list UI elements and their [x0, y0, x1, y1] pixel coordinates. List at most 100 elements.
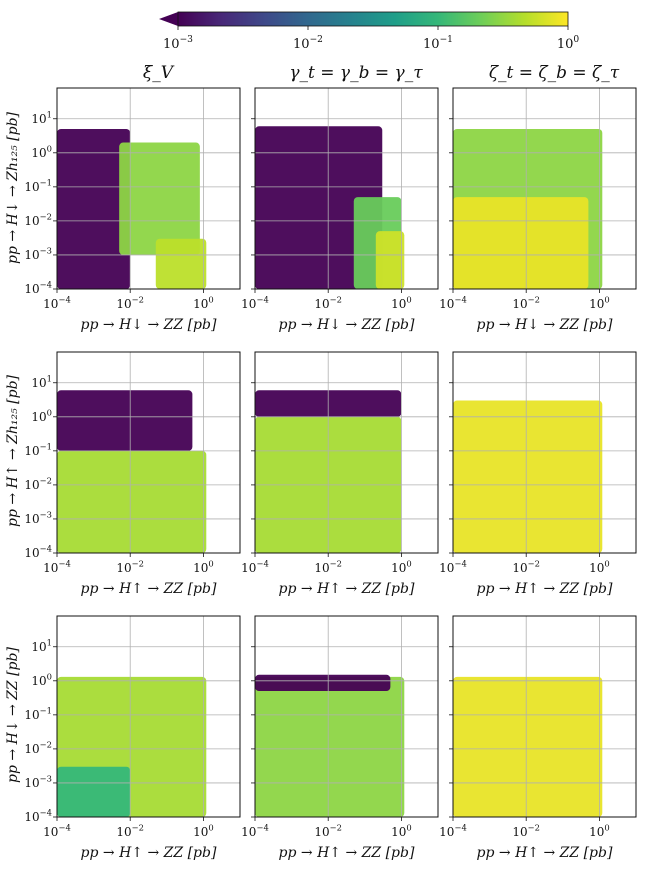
colorbar-gradient — [177, 11, 569, 27]
y-tick-label: 10−3 — [24, 774, 52, 790]
data-region — [453, 676, 603, 817]
y-tick-label: 10−4 — [24, 808, 52, 824]
x-tick-label: 100 — [193, 823, 214, 839]
scatter-panel: 10−4 10−2 100 pp → H↑ → ZZ [pb] — [241, 615, 439, 861]
x-tick-label: 10−2 — [512, 823, 540, 839]
x-tick-label: 10−4 — [241, 295, 269, 311]
y-tick-label: 10−3 — [24, 510, 52, 526]
scatter-panel: 10−4 10−2 100 pp → H↑ → ZZ [pb] — [439, 615, 637, 861]
data-region — [453, 197, 589, 289]
x-tick-label: 10−4 — [43, 559, 71, 575]
row-2-ylabel: pp → H↑ → Zh₁₂₅ [pb] — [5, 374, 21, 527]
panel-frame — [254, 615, 439, 818]
column-titles: ξ_V γ_t = γ_b = γ_τ ζ_t = ζ_b = ζ_τ — [143, 63, 620, 83]
y-tick-label: 10−4 — [24, 280, 52, 296]
y-tick-label: 10−3 — [24, 246, 52, 262]
x-axis-label: pp → H↑ → ZZ [pb] — [81, 845, 217, 861]
x-tick-label: 10−4 — [439, 823, 467, 839]
x-tick-label: 100 — [391, 559, 412, 575]
grid-lines — [56, 88, 240, 290]
panel-grid: 10−4 10−2 100 10−4 10−3 10−2 10−1 100 101 pp → H↓… — [24, 87, 637, 861]
panel-frame — [452, 351, 637, 554]
scatter-panel: 10−4 10−2 100 10−4 10−3 10−2 10−1 100 101 pp → H↓… — [24, 87, 241, 333]
scatter-panel: 10−4 10−2 100 10−4 10−3 10−2 10−1 100 101 pp → H↑… — [24, 615, 241, 861]
data-region — [57, 450, 207, 553]
scatter-panel: 10−4 10−2 100 pp → H↓ → ZZ [pb] — [241, 87, 439, 333]
scatter-panel: 10−4 10−2 100 10−4 10−3 10−2 10−1 100 101 pp → H↑… — [24, 351, 241, 597]
y-tick-label: 10−2 — [24, 212, 52, 228]
panel-frame — [56, 351, 241, 554]
x-tick-label: 10−2 — [314, 559, 342, 575]
x-tick-label: 10−4 — [439, 559, 467, 575]
data-region — [453, 400, 603, 553]
y-tick-label: 100 — [31, 671, 52, 687]
colorbar-tick-lines — [177, 26, 569, 30]
colorbar-tick-label: 100 — [557, 35, 580, 52]
y-tick-label: 100 — [31, 407, 52, 423]
x-tick-label: 10−4 — [43, 295, 71, 311]
x-tick-label: 10−4 — [439, 295, 467, 311]
x-axis-label: pp → H↑ → ZZ [pb] — [477, 581, 613, 597]
data-region — [57, 390, 193, 451]
y-tick-label: 10−2 — [24, 740, 52, 756]
colorbar-tick-label: 10−2 — [293, 35, 323, 52]
x-tick-label: 10−2 — [116, 559, 144, 575]
x-axis-label: pp → H↑ → ZZ [pb] — [279, 581, 415, 597]
panel-frame — [452, 87, 637, 290]
x-axis-label: pp → H↓ → ZZ [pb] — [477, 317, 613, 333]
x-tick-label: 10−4 — [241, 559, 269, 575]
data-region — [57, 766, 131, 817]
row-3-ylabel: pp → H↓ → ZZ [pb] — [5, 647, 21, 783]
colorbar-tick-labels: 10−3 10−2 10−1 100 — [163, 35, 579, 52]
data-region — [255, 676, 405, 817]
panel-frame — [56, 87, 241, 290]
panel-frame — [254, 87, 439, 290]
x-tick-label: 100 — [589, 823, 610, 839]
colorbar-tick-label: 10−3 — [163, 35, 193, 52]
column-title-3: ζ_t = ζ_b = ζ_τ — [489, 63, 620, 83]
column-title-2: γ_t = γ_b = γ_τ — [289, 63, 423, 83]
x-axis-label: pp → H↑ → ZZ [pb] — [81, 581, 217, 597]
data-region — [119, 142, 200, 255]
y-tick-label: 101 — [31, 373, 52, 389]
x-tick-label: 10−2 — [116, 295, 144, 311]
colorbar-extend-arrow — [159, 12, 178, 26]
colorbar-tick-label: 10−1 — [423, 35, 453, 52]
x-axis-label: pp → H↓ → ZZ [pb] — [81, 317, 217, 333]
x-tick-label: 100 — [589, 559, 610, 575]
y-tick-label: 101 — [31, 637, 52, 653]
y-tick-label: 10−2 — [24, 476, 52, 492]
panel-frame — [452, 615, 637, 818]
colorbar: 10−3 10−2 10−1 100 — [159, 11, 579, 52]
x-tick-label: 100 — [391, 295, 412, 311]
x-tick-label: 10−2 — [512, 295, 540, 311]
x-tick-label: 10−2 — [512, 559, 540, 575]
x-tick-label: 10−2 — [314, 823, 342, 839]
panel-frame — [254, 351, 439, 554]
row-ylabels: pp → H↓ → Zh₁₂₅ [pb] pp → H↑ → Zh₁₂₅ [pb… — [5, 111, 21, 782]
y-tick-label: 10−1 — [24, 441, 52, 457]
data-region — [57, 129, 131, 289]
x-axis-label: pp → H↑ → ZZ [pb] — [477, 845, 613, 861]
x-axis-label: pp → H↑ → ZZ [pb] — [279, 845, 415, 861]
scatter-panel: 10−4 10−2 100 pp → H↑ → ZZ [pb] — [439, 351, 637, 597]
panel-frame — [56, 615, 241, 818]
scatter-panel: 10−4 10−2 100 pp → H↑ → ZZ [pb] — [241, 351, 439, 597]
scatter-panel: 10−4 10−2 100 pp → H↓ → ZZ [pb] — [439, 87, 637, 333]
y-tick-label: 10−1 — [24, 177, 52, 193]
y-tick-label: 101 — [31, 109, 52, 125]
x-tick-label: 100 — [589, 295, 610, 311]
x-tick-label: 10−4 — [43, 823, 71, 839]
row-1-ylabel: pp → H↓ → Zh₁₂₅ [pb] — [5, 111, 21, 264]
y-tick-label: 100 — [31, 143, 52, 159]
y-tick-label: 10−4 — [24, 544, 52, 560]
x-tick-label: 10−2 — [314, 295, 342, 311]
data-region — [255, 674, 391, 692]
x-tick-label: 10−2 — [116, 823, 144, 839]
data-region — [375, 231, 405, 289]
x-tick-label: 10−4 — [241, 823, 269, 839]
column-title-1: ξ_V — [143, 63, 175, 83]
x-axis-label: pp → H↓ → ZZ [pb] — [279, 317, 415, 333]
x-tick-label: 100 — [193, 295, 214, 311]
